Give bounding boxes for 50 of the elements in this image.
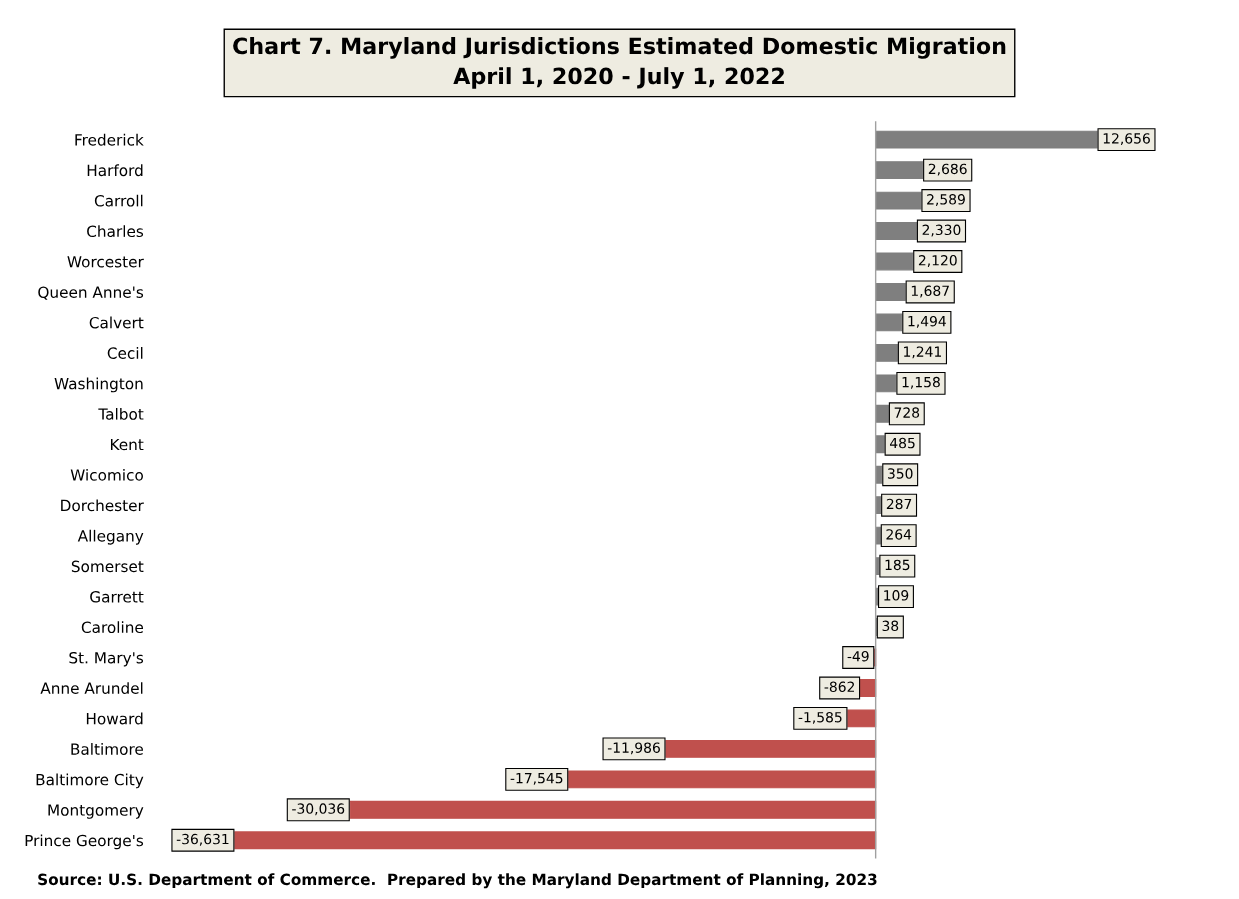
data-label: 350 [888, 468, 913, 479]
data-label: -17,545 [510, 773, 563, 785]
y-tick-label: Howard [86, 712, 143, 725]
data-label: -862 [824, 681, 855, 692]
source-note: Source: U.S. Department of Commerce. Prepared by the Maryland Department of Planning, 2023 [38, 873, 877, 889]
y-tick-label: Talbot [98, 408, 144, 420]
data-label: 1,494 [908, 315, 946, 328]
y-tick-label: Cecil [107, 347, 143, 359]
data-label: 485 [889, 437, 915, 449]
data-label: 109 [884, 590, 909, 601]
chart-title: Chart 7. Maryland Jurisdictions Estimated Domestic Migration April 1, 2020 - July 1, 2022 [233, 37, 1006, 89]
y-tick-label: Baltimore City [36, 773, 144, 789]
y-tick-label: Worcester [67, 256, 144, 268]
data-label: 2,589 [927, 194, 965, 207]
data-label: 2,686 [928, 163, 967, 176]
data-label: 185 [885, 559, 910, 571]
data-label: 2,120 [918, 255, 957, 267]
y-tick-label: Baltimore [71, 743, 144, 755]
data-label: 287 [886, 498, 912, 510]
data-label: -30,036 [292, 803, 345, 816]
y-tick-label: Kent [110, 438, 144, 451]
data-label: 12,656 [1103, 133, 1150, 146]
y-tick-label: Garrett [90, 591, 144, 603]
data-label: 728 [894, 407, 920, 418]
y-tick-label: Wicomico [70, 468, 143, 481]
data-label: -49 [847, 651, 869, 662]
y-tick-label: Caroline [81, 621, 143, 634]
y-tick-label: Allegany [77, 529, 144, 545]
y-tick-label: Frederick [75, 133, 144, 146]
y-tick-label: Charles [87, 225, 144, 238]
y-tick-label: Calvert [89, 316, 144, 329]
data-label: 1,687 [911, 285, 949, 298]
data-label: 264 [886, 529, 912, 540]
data-label: -36,631 [176, 833, 229, 846]
y-tick-label: Somerset [71, 560, 144, 573]
y-tick-label: Montgomery [48, 804, 144, 819]
y-tick-label: Washington [54, 377, 143, 393]
y-tick-label: Dorchester [61, 499, 144, 512]
y-tick-label: Carroll [94, 194, 143, 207]
data-label: 2,330 [922, 224, 961, 237]
data-label: -11,986 [607, 742, 660, 755]
y-tick-label: Harford [87, 164, 143, 177]
y-tick-label: Queen Anne's [38, 286, 144, 300]
y-tick-label: Prince George's [25, 834, 144, 850]
data-label: 1,158 [902, 376, 940, 389]
data-label: 38 [882, 620, 899, 632]
data-label: -1,585 [798, 711, 842, 724]
y-tick-label: St. Mary's [69, 651, 144, 667]
data-label: 1,241 [904, 346, 942, 359]
y-tick-label: Anne Arundel [40, 682, 143, 694]
